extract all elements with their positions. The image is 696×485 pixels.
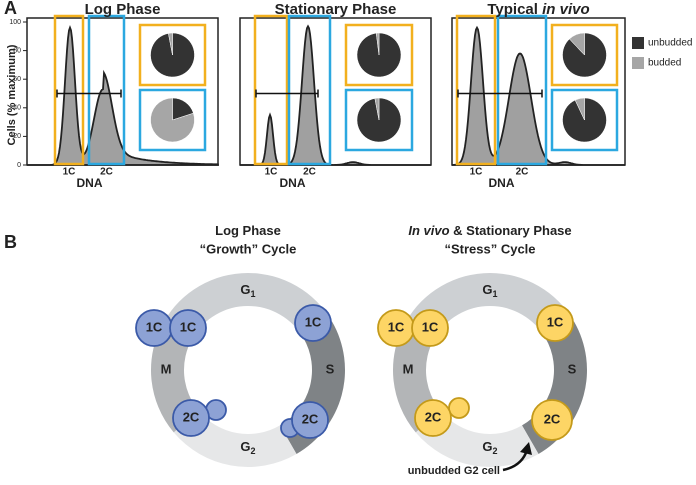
phase: G	[482, 282, 492, 297]
legend-label: unbudded	[648, 38, 693, 49]
cycle-subtitle: “Stress” Cycle	[444, 241, 535, 256]
phase-sub: 2	[251, 446, 256, 456]
cycle-title-italic: In vivo	[408, 223, 449, 238]
cycle-title: Log Phase	[215, 223, 281, 238]
cycle-segment	[405, 273, 575, 338]
x-label: 1C	[265, 167, 278, 178]
plot-title-text: Log Phase	[85, 1, 161, 18]
cell-label: 2C	[425, 409, 442, 424]
y-tick-label: 60	[13, 76, 21, 83]
cycle-title-text: & Stationary Phase	[450, 223, 572, 238]
cycle-segment	[163, 272, 333, 338]
panel-label: B	[4, 232, 17, 252]
pie-slice	[374, 97, 380, 121]
pie-slice	[574, 97, 585, 121]
cell	[294, 304, 332, 342]
plot-title: Stationary Phase	[275, 1, 397, 18]
cell	[169, 309, 207, 347]
plot-title-italic: in vivo	[542, 1, 590, 18]
cell-label: 1C	[180, 319, 197, 334]
y-tick-label: 40	[13, 105, 21, 112]
phase-g2: G2	[482, 439, 497, 456]
y-tick-label: 80	[13, 47, 21, 54]
cell-label: 1C	[388, 319, 405, 334]
cycle-title-text: Log Phase	[215, 223, 281, 238]
pie-slice	[168, 32, 173, 56]
plot-title: Typical in vivo	[487, 1, 589, 18]
x-label: 2C	[516, 167, 529, 178]
y-tick-label: 0	[17, 162, 21, 169]
gate-2c	[87, 14, 126, 166]
phase-sub: 1	[493, 289, 498, 299]
cycle-title: In vivo & Stationary Phase	[408, 223, 571, 238]
cell-cover	[293, 403, 327, 437]
plot-title: Log Phase	[85, 1, 161, 18]
x-axis-label: DNA	[280, 176, 306, 190]
gate-1c	[253, 14, 289, 166]
phase-g2: G2	[240, 439, 255, 456]
legend-label: budded	[648, 58, 681, 69]
phase-m: M	[403, 361, 414, 376]
cell-cover	[416, 401, 450, 435]
plot-title-text: Typical	[487, 1, 542, 18]
x-axis-label: DNA	[489, 176, 515, 190]
phase-sub: 1	[251, 289, 256, 299]
phase-g1: G1	[482, 282, 497, 299]
annotation: unbudded G2 cell	[408, 465, 500, 477]
x-label: 2C	[100, 167, 113, 178]
phase-m: M	[161, 361, 172, 376]
pie-slice	[150, 97, 195, 143]
cycle-subtitle: “Growth” Cycle	[200, 241, 297, 256]
phase-g1: G1	[240, 282, 255, 299]
legend-swatch	[632, 37, 644, 49]
phase: G	[240, 282, 250, 297]
phase: G	[240, 439, 250, 454]
phase-s: S	[326, 361, 335, 376]
phase-sub: 2	[493, 446, 498, 456]
cell-bud	[448, 397, 470, 419]
y-axis-label: Cells (% maximum)	[6, 44, 18, 145]
gate-1c	[455, 14, 497, 166]
x-label: 2C	[303, 167, 316, 178]
panel-label: A	[4, 0, 17, 18]
cell-label: 2C	[302, 411, 319, 426]
gate-2c	[496, 14, 548, 166]
pie-slice	[569, 32, 585, 56]
phase: G	[482, 439, 492, 454]
cell-label: 1C	[547, 314, 564, 329]
legend-swatch	[632, 57, 644, 69]
cell-label: 1C	[146, 319, 163, 334]
arrow-head	[520, 442, 532, 455]
cell-label: 2C	[544, 411, 561, 426]
cell	[536, 304, 574, 342]
phase-s: S	[568, 361, 577, 376]
cell-label: 1C	[305, 314, 322, 329]
y-tick-label: 20	[13, 133, 21, 140]
y-tick-label: 100	[9, 19, 21, 26]
plot-title-text: Stationary Phase	[275, 1, 397, 18]
cell	[411, 309, 449, 347]
cell-label: 1C	[422, 319, 439, 334]
gate-2c	[287, 14, 332, 166]
x-axis-label: DNA	[77, 176, 103, 190]
gate-1c	[53, 14, 85, 166]
x-label: 1C	[470, 167, 483, 178]
plot-frame	[239, 17, 432, 166]
cell-cover	[174, 401, 208, 435]
pie-slice	[375, 32, 380, 56]
x-label: 1C	[63, 167, 76, 178]
cell	[531, 399, 573, 441]
cell-label: 2C	[183, 409, 200, 424]
